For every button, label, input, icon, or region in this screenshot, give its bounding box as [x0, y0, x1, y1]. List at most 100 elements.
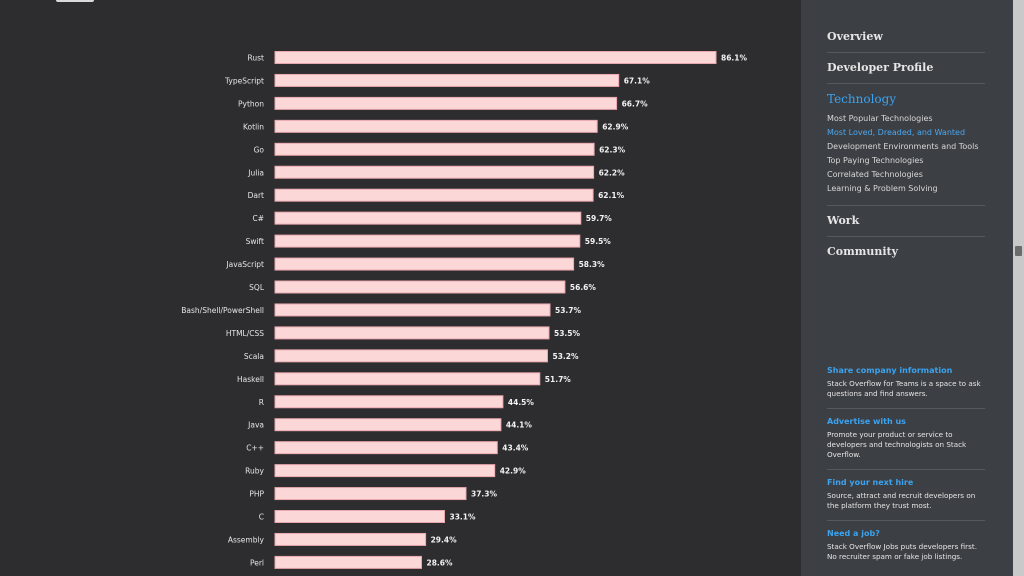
bar[interactable]	[274, 188, 594, 202]
promo-link[interactable]: Find your next hire	[827, 478, 914, 487]
bar[interactable]	[274, 487, 467, 501]
bar[interactable]	[274, 119, 598, 133]
category-label: R	[259, 398, 264, 407]
bar[interactable]	[274, 349, 548, 363]
value-label: 62.9%	[602, 122, 629, 131]
nav-section: Community	[827, 237, 985, 267]
scrollbar-thumb[interactable]	[1015, 246, 1022, 256]
value-label: 58.3%	[579, 260, 606, 269]
bar[interactable]	[274, 395, 504, 409]
category-label: Haskell	[237, 375, 264, 384]
bar[interactable]	[274, 532, 427, 546]
bar[interactable]	[274, 234, 581, 248]
nav-section: Overview	[827, 22, 985, 53]
nav-section: Developer Profile	[827, 53, 985, 84]
nav-link-work[interactable]: Work	[827, 214, 860, 227]
promo-item: Need a job? Stack Overflow Jobs puts deve…	[827, 529, 985, 571]
page-scrollbar[interactable]	[1013, 0, 1024, 576]
bar-row: Julia 62.2%	[247, 165, 626, 179]
nav-subitem[interactable]: Most Loved, Dreaded, and Wanted	[827, 128, 966, 137]
bar-row: Rust 86.1%	[248, 51, 748, 64]
value-label: 28.6%	[427, 558, 454, 567]
value-label: 53.5%	[554, 329, 581, 338]
category-label: Java	[247, 421, 264, 430]
nav-subitem[interactable]: Learning & Problem Solving	[827, 184, 938, 193]
category-label: TypeScript	[224, 76, 264, 85]
bar[interactable]	[274, 257, 575, 271]
bar-row: Perl 28.6%	[250, 555, 454, 569]
most-loved-languages-chart: Rust 86.1% TypeScript 67.1% Python 66.7% Kotli…	[181, 51, 748, 569]
bar-row: HTML/CSS 53.5%	[226, 326, 581, 340]
promo-link[interactable]: Share company information	[827, 366, 953, 375]
bar[interactable]	[274, 165, 595, 179]
bar-row: C# 59.7%	[252, 211, 612, 225]
value-label: 56.6%	[570, 283, 597, 292]
bar[interactable]	[274, 51, 717, 64]
promo-item: Find your next hire Source, attract and r…	[827, 478, 985, 521]
bar[interactable]	[274, 555, 422, 569]
value-label: 51.7%	[545, 375, 572, 384]
category-label: Rust	[248, 54, 265, 63]
category-label: Assembly	[228, 535, 265, 544]
nav-subitem[interactable]: Most Popular Technologies	[827, 114, 933, 123]
bar[interactable]	[274, 510, 445, 523]
value-label: 53.2%	[553, 352, 580, 361]
category-label: Swift	[246, 237, 264, 246]
bar[interactable]	[274, 372, 541, 386]
value-label: 62.3%	[599, 145, 626, 154]
value-label: 42.9%	[500, 467, 527, 476]
bar-row: TypeScript 67.1%	[224, 73, 650, 87]
nav-link-overview[interactable]: Overview	[827, 30, 883, 43]
promo-item: Share company information Stack Overflow …	[827, 366, 985, 409]
value-label: 44.1%	[506, 421, 533, 430]
bar-row: C++ 43.4%	[246, 441, 529, 455]
category-label: Dart	[248, 191, 264, 200]
bar-row: C 33.1%	[259, 510, 476, 523]
nav-link-community[interactable]: Community	[827, 245, 899, 258]
bar[interactable]	[274, 73, 620, 87]
nav-subitem[interactable]: Development Environments and Tools	[827, 142, 979, 151]
category-label: C++	[246, 444, 264, 453]
promo-link[interactable]: Need a job?	[827, 529, 880, 538]
category-label: PHP	[249, 490, 264, 499]
bar[interactable]	[274, 280, 566, 294]
sidebar-promos: Share company information Stack Overflow …	[827, 366, 985, 576]
category-label: C	[259, 513, 264, 522]
bar[interactable]	[274, 96, 618, 110]
bar[interactable]	[274, 441, 498, 455]
bar[interactable]	[274, 326, 550, 340]
bar-row: Bash/Shell/PowerShell 53.7%	[181, 303, 582, 317]
value-label: 29.4%	[431, 535, 458, 544]
promo-description: Promote your product or service to devel…	[827, 430, 967, 459]
nav-subitem[interactable]: Top Paying Technologies	[827, 156, 924, 165]
promo-link[interactable]: Advertise with us	[827, 417, 906, 426]
bar[interactable]	[274, 303, 551, 317]
category-label: C#	[252, 214, 264, 223]
bar-row: SQL 56.6%	[249, 280, 597, 294]
promo-description: Stack Overflow for Teams is a space to a…	[827, 379, 981, 398]
bar-row: Assembly 29.4%	[228, 532, 458, 546]
value-label: 53.7%	[555, 306, 582, 315]
bar-row: Java 44.1%	[247, 418, 533, 432]
value-label: 43.4%	[502, 444, 529, 453]
bar[interactable]	[274, 211, 582, 225]
category-label: Bash/Shell/PowerShell	[181, 306, 264, 315]
bar-row: Scala 53.2%	[244, 349, 580, 363]
value-label: 62.2%	[599, 168, 626, 177]
bar[interactable]	[274, 418, 502, 432]
bar[interactable]	[274, 464, 496, 478]
bar-row: Ruby 42.9%	[245, 464, 527, 478]
bar[interactable]	[274, 142, 595, 156]
promo-item: Advertise with us Promote your product or…	[827, 417, 985, 470]
nav-subitem[interactable]: Correlated Technologies	[827, 170, 923, 179]
nav-section: Work	[827, 206, 985, 237]
nav-link-developer-profile[interactable]: Developer Profile	[827, 61, 934, 74]
category-label: Perl	[250, 558, 264, 567]
value-label: 44.5%	[508, 398, 535, 407]
bar-row: Swift 59.5%	[246, 234, 611, 248]
category-label: JavaScript	[225, 260, 264, 269]
nav-link-technology[interactable]: Technology	[827, 92, 897, 106]
bar-row: Dart 62.1%	[248, 188, 625, 202]
category-label: Julia	[247, 168, 264, 177]
